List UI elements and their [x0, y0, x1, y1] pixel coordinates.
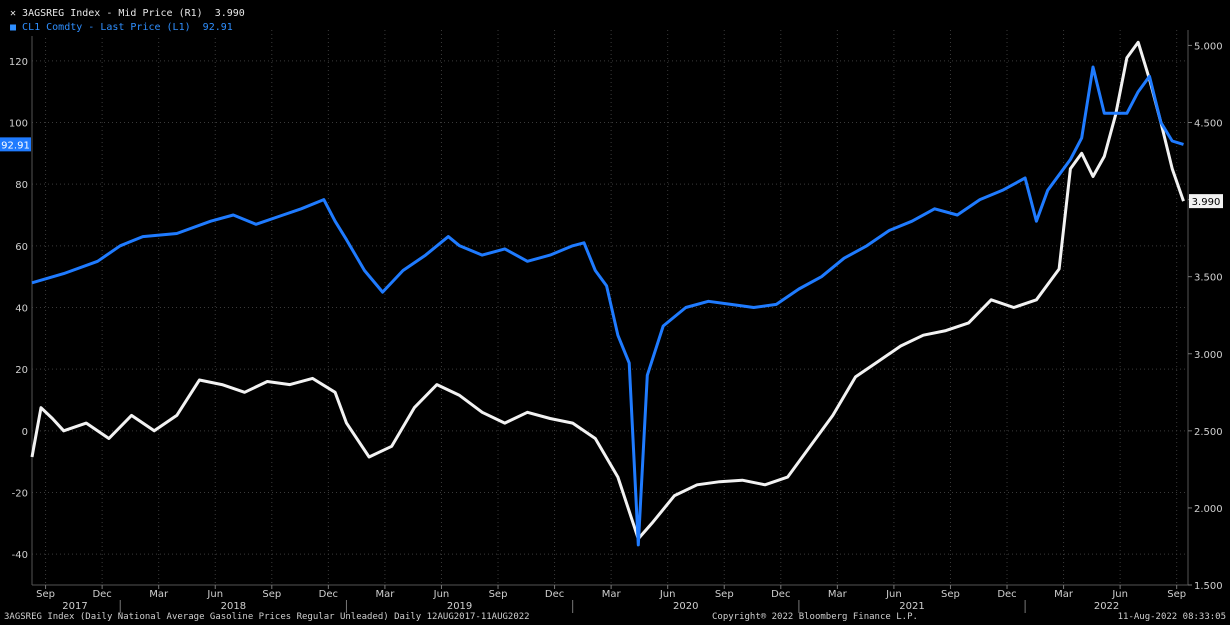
right-tick-label: 2.500	[1194, 427, 1223, 438]
legend-marker-gasoline: ✕	[10, 8, 23, 19]
left-tick-label: 60	[15, 242, 28, 253]
series-layer	[30, 40, 1185, 547]
legend-value-crude: 92.91	[202, 22, 233, 33]
year-label: 2020	[673, 601, 698, 612]
footer-copyright: Copyright® 2022 Bloomberg Finance L.P.	[712, 612, 918, 622]
month-tick-label: Mar	[602, 589, 622, 600]
right-tick-label: 4.500	[1194, 119, 1223, 130]
legend-value-gasoline: 3.990	[214, 8, 245, 19]
month-tick-label: Mar	[828, 589, 848, 600]
month-tick-label: Jun	[433, 589, 450, 600]
year-label: 2021	[899, 601, 924, 612]
left-last-value-tag	[0, 137, 31, 152]
month-tick-label: Sep	[715, 589, 734, 600]
year-label: 2022	[1094, 601, 1119, 612]
month-tick-label: Sep	[489, 589, 508, 600]
month-tick-label: Jun	[206, 589, 223, 600]
left-tick-label: 20	[15, 365, 28, 376]
right-tick-label: 3.000	[1194, 350, 1223, 361]
legend-item-crude: ■ CL1 Comdty - Last Price (L1) 92.91	[10, 21, 245, 35]
left-tick-label: -40	[12, 550, 28, 561]
left-last-value-text: 92.91	[1, 140, 30, 151]
last-value-tags: 92.91 3.990	[0, 137, 1223, 209]
legend-label-crude: CL1 Comdty - Last Price (L1)	[22, 22, 191, 33]
right-tick-label: 2.000	[1194, 504, 1223, 515]
footer: 3AGSREG Index (Daily National Average Ga…	[0, 611, 1230, 625]
year-label: 2018	[221, 601, 246, 612]
series-line-crude	[31, 65, 1184, 547]
legend: ✕ 3AGSREG Index - Mid Price (R1) 3.990 ■…	[6, 6, 249, 36]
left-tick-label: 40	[15, 304, 28, 315]
month-tick-label: Dec	[771, 589, 790, 600]
year-label: 2019	[447, 601, 472, 612]
month-tick-label: Dec	[997, 589, 1016, 600]
left-tick-label: 100	[9, 119, 28, 130]
month-tick-label: Sep	[941, 589, 960, 600]
legend-marker-crude: ■	[10, 22, 23, 33]
right-tick-label: 5.000	[1194, 41, 1223, 52]
month-tick-label: Mar	[149, 589, 169, 600]
month-tick-label: Dec	[545, 589, 564, 600]
month-tick-label: Jun	[885, 589, 902, 600]
left-tick-label: -20	[12, 489, 28, 500]
left-tick-label: 80	[15, 180, 28, 191]
footer-source: 3AGSREG Index (Daily National Average Ga…	[4, 612, 530, 622]
footer-timestamp: 11-Aug-2022 08:33:05	[1117, 612, 1226, 622]
legend-label-gasoline: 3AGSREG Index - Mid Price (R1)	[22, 8, 203, 19]
legend-item-gasoline: ✕ 3AGSREG Index - Mid Price (R1) 3.990	[10, 7, 245, 21]
right-last-value-tag	[1189, 194, 1223, 209]
right-last-value-text: 3.990	[1192, 197, 1221, 208]
month-tick-label: Dec	[92, 589, 111, 600]
series-line-gasoline	[30, 40, 1185, 541]
month-tick-label: Sep	[36, 589, 55, 600]
year-label: 2017	[62, 601, 87, 612]
month-tick-label: Mar	[375, 589, 395, 600]
month-tick-label: Sep	[1167, 589, 1186, 600]
right-tick-label: 1.500	[1194, 581, 1223, 592]
month-tick-label: Jun	[659, 589, 676, 600]
left-tick-label: 120	[9, 57, 28, 68]
right-tick-label: 3.500	[1194, 273, 1223, 284]
left-tick-label: 0	[22, 427, 28, 438]
axes: 120100806040200-20-405.0004.5004.0003.50…	[9, 30, 1223, 613]
grid	[32, 30, 1188, 585]
month-tick-label: Jun	[1111, 589, 1128, 600]
month-tick-label: Sep	[262, 589, 281, 600]
month-tick-label: Dec	[319, 589, 338, 600]
month-tick-label: Mar	[1054, 589, 1074, 600]
